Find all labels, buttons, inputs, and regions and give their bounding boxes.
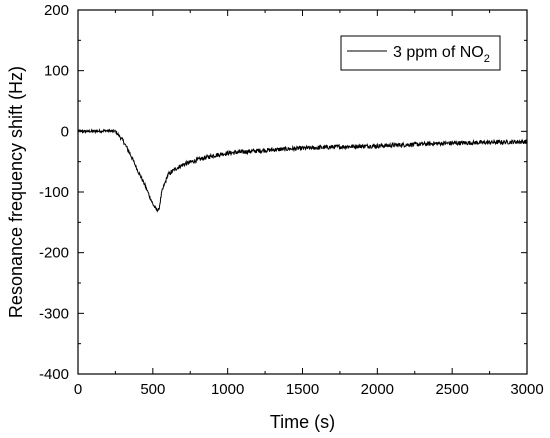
y-tick-label: -200 xyxy=(39,245,69,262)
legend-label: 3 ppm of NO2 xyxy=(393,44,490,65)
x-tick-label: 3000 xyxy=(510,381,543,398)
legend-box xyxy=(340,35,501,71)
x-tick-label: 0 xyxy=(74,381,82,398)
y-tick-label: -300 xyxy=(39,305,69,322)
y-tick-label: 100 xyxy=(44,63,69,80)
axis-tick-labels: 0 500 1000 1500 2000 2500 30002001000-100-200-… xyxy=(39,2,544,398)
x-tick-label: 1000 xyxy=(211,381,244,398)
y-tick-label: -400 xyxy=(39,366,69,383)
y-tick-label: 200 xyxy=(44,2,69,19)
x-tick-label: 500 xyxy=(140,381,165,398)
x-tick-label: 2500 xyxy=(435,381,468,398)
x-axis-title: Time (s) xyxy=(270,412,335,432)
legend: 3 ppm of NO2 xyxy=(340,35,501,71)
y-axis-title: Resonance frequency shift (Hz) xyxy=(6,66,26,318)
x-tick-label: 1500 xyxy=(286,381,319,398)
legend-label-subscript: 2 xyxy=(484,53,490,65)
y-tick-label: 0 xyxy=(61,123,69,140)
series-line xyxy=(77,127,528,213)
x-tick-label: 2000 xyxy=(361,381,394,398)
y-tick-label: -100 xyxy=(39,184,69,201)
legend-label-main: 3 ppm of NO xyxy=(393,44,484,61)
plot-frame xyxy=(77,9,528,375)
